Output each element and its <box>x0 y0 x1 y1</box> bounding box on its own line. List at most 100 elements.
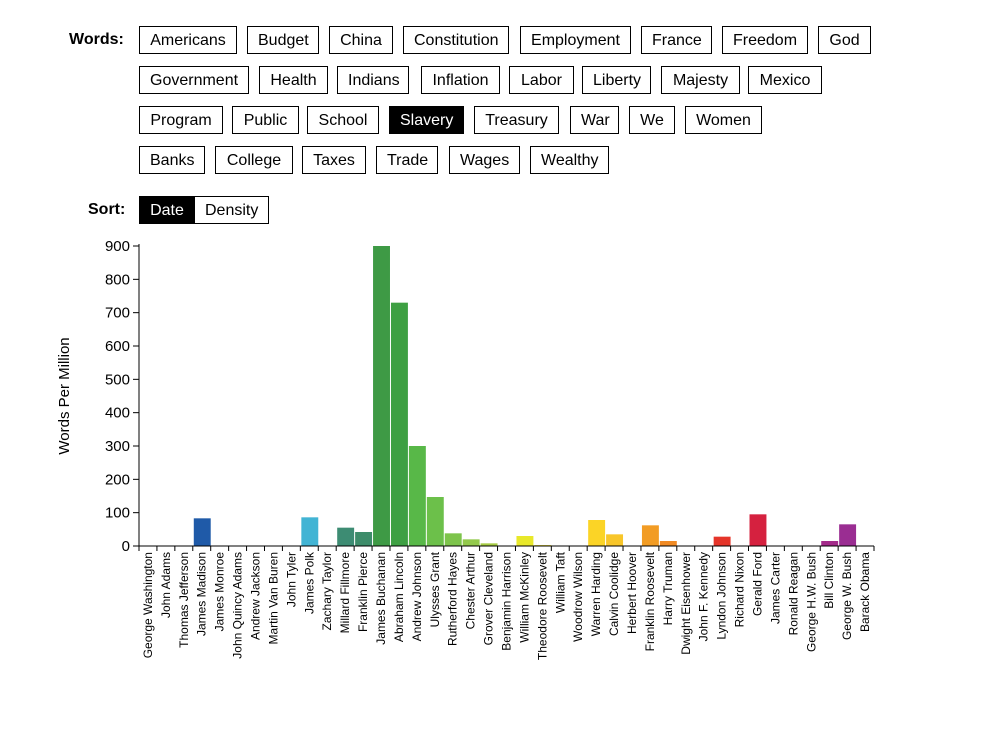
x-tick-label: James Carter <box>768 552 782 624</box>
x-tick-label: William Taft <box>553 551 567 613</box>
bar-ulysses-grant[interactable] <box>426 497 444 546</box>
word-button-health[interactable]: Health <box>259 66 328 94</box>
bar-bill-clinton[interactable] <box>821 541 839 546</box>
x-tick-label: Franklin Pierce <box>356 552 370 632</box>
word-button-employment[interactable]: Employment <box>520 26 631 54</box>
x-tick-label: John F. Kennedy <box>697 552 711 641</box>
x-tick-label: Barack Obama <box>858 552 872 632</box>
x-tick-label: Thomas Jefferson <box>177 552 191 648</box>
bar-andrew-johnson[interactable] <box>408 446 426 546</box>
word-button-wages[interactable]: Wages <box>449 146 520 174</box>
bar-gerald-ford[interactable] <box>749 514 767 546</box>
x-tick-label: Benjamin Harrison <box>500 552 514 651</box>
bar-abraham-lincoln[interactable] <box>390 302 408 546</box>
bar-franklin-pierce[interactable] <box>355 532 373 546</box>
x-tick-label: Rutherford Hayes <box>446 552 460 646</box>
bar-george-w-bush[interactable] <box>839 524 857 546</box>
x-tick-label: Grover Cleveland <box>482 552 496 645</box>
x-tick-label: Harry Truman <box>661 552 675 625</box>
word-button-we[interactable]: We <box>629 106 675 134</box>
y-tick-label: 600 <box>105 338 130 355</box>
x-tick-label: Lyndon Johnson <box>715 552 729 640</box>
word-button-americans[interactable]: Americans <box>139 26 237 54</box>
x-tick-label: Abraham Lincoln <box>392 552 406 642</box>
y-tick-label: 200 <box>105 471 130 488</box>
bar-rutherford-hayes[interactable] <box>444 533 462 546</box>
y-tick-label: 300 <box>105 438 130 455</box>
bar-warren-harding[interactable] <box>588 520 606 546</box>
word-button-wealthy[interactable]: Wealthy <box>530 146 609 174</box>
x-tick-label: Zachary Taylor <box>320 552 334 630</box>
bar-millard-fillmore[interactable] <box>337 527 355 546</box>
x-tick-label: Chester Arthur <box>464 552 478 629</box>
bar-william-mckinley[interactable] <box>516 536 534 546</box>
x-tick-label: Andrew Johnson <box>410 552 424 641</box>
word-button-government[interactable]: Government <box>139 66 249 94</box>
bar-lyndon-johnson[interactable] <box>713 536 731 546</box>
word-button-mexico[interactable]: Mexico <box>748 66 822 94</box>
bar-chester-arthur[interactable] <box>462 539 480 546</box>
x-tick-label: Millard Fillmore <box>338 552 352 634</box>
word-button-majesty[interactable]: Majesty <box>661 66 740 94</box>
bar-james-buchanan[interactable] <box>373 246 390 546</box>
word-button-taxes[interactable]: Taxes <box>302 146 366 174</box>
word-button-slavery[interactable]: Slavery <box>389 106 464 134</box>
x-tick-label: Bill Clinton <box>822 552 836 609</box>
y-axis-label: Words Per Million <box>56 337 73 454</box>
word-button-war[interactable]: War <box>570 106 619 134</box>
bar-james-madison[interactable] <box>193 518 211 546</box>
x-tick-label: Franklin Roosevelt <box>643 551 657 651</box>
x-tick-label: John Quincy Adams <box>231 552 245 659</box>
word-button-women[interactable]: Women <box>685 106 762 134</box>
word-button-college[interactable]: College <box>215 146 293 174</box>
x-tick-label: William McKinley <box>517 552 531 643</box>
y-tick-label: 800 <box>105 271 130 288</box>
word-button-freedom[interactable]: Freedom <box>722 26 808 54</box>
y-tick-label: 0 <box>122 538 130 555</box>
y-tick-label: 500 <box>105 371 130 388</box>
word-button-program[interactable]: Program <box>139 106 223 134</box>
word-button-inflation[interactable]: Inflation <box>421 66 500 94</box>
y-tick-label: 900 <box>105 238 130 255</box>
x-tick-label: Warren Harding <box>589 552 603 636</box>
bar-grover-cleveland[interactable] <box>480 543 498 546</box>
x-tick-label: James Monroe <box>213 552 227 632</box>
x-tick-label: George H.W. Bush <box>804 552 818 652</box>
sort-button-density[interactable]: Density <box>194 196 269 224</box>
word-button-indians[interactable]: Indians <box>337 66 409 94</box>
x-tick-label: James Madison <box>195 552 209 636</box>
x-tick-label: Ronald Reagan <box>786 552 800 635</box>
x-tick-label: John Adams <box>159 552 173 618</box>
word-button-labor[interactable]: Labor <box>509 66 574 94</box>
bar-calvin-coolidge[interactable] <box>606 534 624 546</box>
word-button-banks[interactable]: Banks <box>139 146 205 174</box>
word-button-france[interactable]: France <box>641 26 712 54</box>
word-button-liberty[interactable]: Liberty <box>582 66 651 94</box>
x-tick-label: Calvin Coolidge <box>607 552 621 636</box>
word-button-public[interactable]: Public <box>232 106 299 134</box>
word-button-treasury[interactable]: Treasury <box>474 106 559 134</box>
sort-button-date[interactable]: Date <box>139 196 195 224</box>
x-tick-label: John Tyler <box>284 552 298 607</box>
x-tick-label: Herbert Hoover <box>625 552 639 634</box>
y-tick-label: 400 <box>105 405 130 422</box>
bar-harry-truman[interactable] <box>659 541 677 546</box>
x-tick-label: George W. Bush <box>840 552 854 640</box>
x-tick-label: Woodrow Wilson <box>571 552 585 642</box>
word-button-china[interactable]: China <box>329 26 393 54</box>
x-tick-label: James Buchanan <box>374 552 388 645</box>
word-button-budget[interactable]: Budget <box>247 26 319 54</box>
x-tick-label: Gerald Ford <box>750 552 764 616</box>
bar-franklin-roosevelt[interactable] <box>641 525 659 546</box>
word-button-school[interactable]: School <box>307 106 379 134</box>
bar-james-polk[interactable] <box>301 517 319 546</box>
x-tick-label: Richard Nixon <box>733 552 747 627</box>
word-button-constitution[interactable]: Constitution <box>403 26 509 54</box>
y-tick-label: 100 <box>105 505 130 522</box>
word-button-god[interactable]: God <box>818 26 871 54</box>
x-tick-label: Dwight Eisenhower <box>679 552 693 655</box>
sort-label: Sort: <box>88 201 126 218</box>
word-button-trade[interactable]: Trade <box>376 146 438 174</box>
x-tick-label: George Washington <box>141 552 155 658</box>
